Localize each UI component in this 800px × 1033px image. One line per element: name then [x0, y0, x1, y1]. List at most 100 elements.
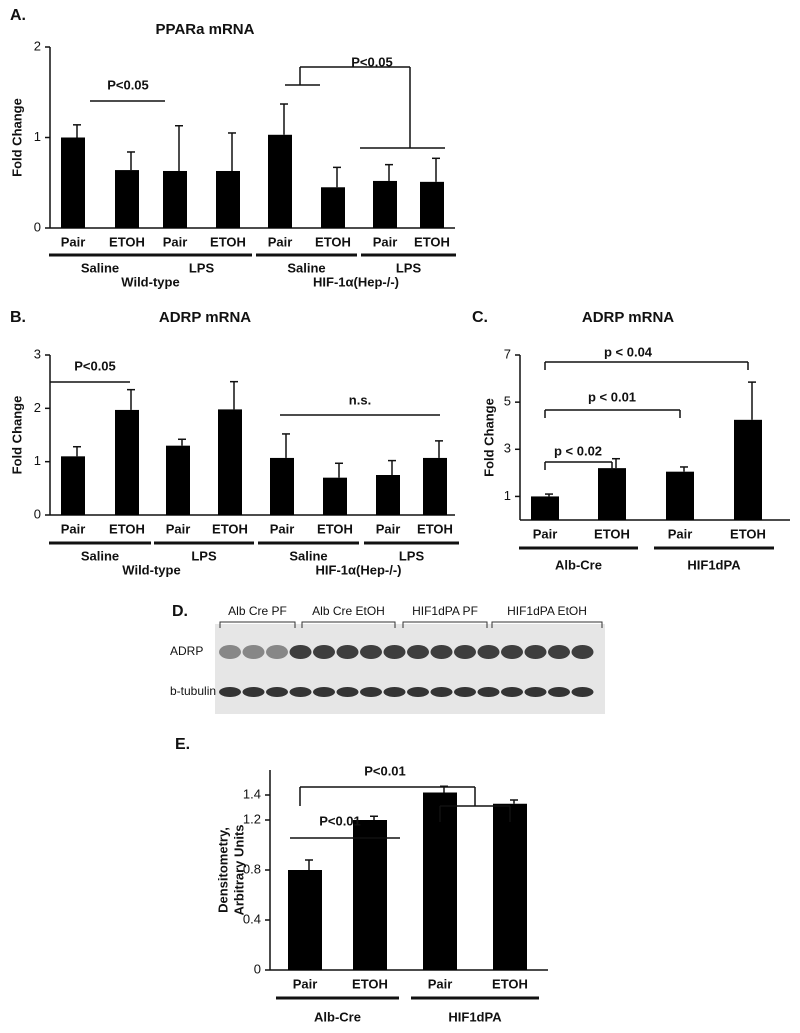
x-tick-label: Pair — [163, 234, 188, 249]
group-label: LPS — [396, 260, 422, 275]
blot-band — [477, 687, 500, 697]
blot-band — [313, 645, 335, 659]
blot-band — [501, 645, 523, 659]
x-tick-label: Pair — [668, 526, 693, 541]
chart-title: PPARa mRNA — [156, 21, 255, 38]
y-tick-label: 7 — [504, 346, 511, 361]
annotation: n.s. — [349, 392, 371, 407]
bar — [423, 792, 457, 970]
bar — [115, 409, 139, 515]
blot-band — [430, 687, 453, 697]
blot-row-label: b-tubulin — [170, 684, 216, 698]
blot-band — [548, 687, 570, 697]
y-tick-label: 0 — [34, 219, 41, 234]
x-tick-label: Pair — [270, 521, 295, 536]
panel-label: A. — [10, 7, 26, 24]
x-tick-label: ETOH — [414, 234, 450, 249]
blot-band — [266, 687, 288, 697]
group-label: LPS — [191, 548, 217, 563]
blot-band — [336, 645, 359, 659]
y-tick-label: 2 — [34, 400, 41, 415]
blot-band — [219, 645, 241, 659]
bar — [353, 820, 387, 970]
annotation: P<0.05 — [74, 358, 116, 373]
x-tick-label: ETOH — [109, 234, 145, 249]
bar — [323, 477, 347, 515]
x-tick-label: Pair — [533, 526, 558, 541]
bar — [115, 170, 139, 228]
y-axis-label: Arbitrary Units — [231, 824, 246, 915]
blot-band — [454, 645, 476, 659]
y-tick-label: 2 — [34, 38, 41, 53]
y-tick-label: 1 — [34, 129, 41, 144]
y-tick-label: 1.2 — [243, 811, 261, 826]
x-tick-label: ETOH — [109, 521, 145, 536]
y-tick-label: 1.4 — [243, 786, 261, 801]
blot-band — [571, 645, 594, 659]
y-axis-label: Densitometry, — [215, 827, 230, 913]
x-tick-label: Pair — [166, 521, 191, 536]
x-tick-label: Pair — [376, 521, 401, 536]
x-tick-label: ETOH — [317, 521, 353, 536]
chart-title: ADRP mRNA — [582, 309, 674, 326]
bar — [373, 180, 397, 228]
blot-band — [383, 687, 406, 697]
annotation: p < 0.04 — [604, 344, 653, 359]
blot-band — [524, 645, 547, 659]
lane-bracket — [402, 621, 488, 628]
lane-bracket — [301, 621, 396, 628]
group-label: Saline — [287, 260, 325, 275]
panel-label: C. — [472, 309, 488, 326]
supergroup-label: Wild-type — [122, 562, 180, 577]
x-tick-label: ETOH — [315, 234, 351, 249]
x-tick-label: Pair — [61, 234, 86, 249]
group-label: Saline — [81, 548, 119, 563]
supergroup-label: HIF-1α(Hep-/-) — [316, 562, 402, 577]
blot-band — [430, 645, 453, 659]
blot-band — [360, 645, 382, 659]
bar — [218, 409, 242, 515]
group-label: LPS — [189, 260, 215, 275]
bar — [423, 457, 447, 515]
blot-band — [219, 687, 241, 697]
annotation: P<0.01 — [319, 813, 361, 828]
lane-group-label: Alb Cre EtOH — [312, 604, 385, 618]
bar — [321, 187, 345, 228]
y-tick-label: 5 — [504, 394, 511, 409]
panel-label: E. — [175, 736, 190, 753]
blot-band — [360, 687, 382, 697]
group-label: HIF1dPA — [687, 557, 741, 572]
group-label: Alb-Cre — [555, 557, 602, 572]
bar — [61, 137, 85, 228]
y-tick-label: 0.4 — [243, 911, 261, 926]
supergroup-label: HIF-1α(Hep-/-) — [313, 274, 399, 289]
annotation: p < 0.02 — [554, 443, 602, 458]
y-tick-label: 1 — [34, 453, 41, 468]
blot-band — [313, 687, 335, 697]
blot-band — [548, 645, 570, 659]
lane-bracket — [491, 621, 603, 628]
blot-band — [407, 645, 429, 659]
y-tick-label: 0 — [254, 961, 261, 976]
panel-label: D. — [172, 603, 188, 620]
chart-title: ADRP mRNA — [159, 309, 251, 326]
bar — [420, 181, 444, 228]
supergroup-label: Wild-type — [121, 274, 179, 289]
annotation: P<0.01 — [364, 763, 406, 778]
x-tick-label: Pair — [373, 234, 398, 249]
annotation: P<0.05 — [351, 54, 393, 69]
y-axis-label: Fold Change — [9, 98, 24, 177]
blot-row-label: ADRP — [170, 644, 203, 658]
y-axis-label: Fold Change — [9, 396, 24, 475]
blot-band — [336, 687, 359, 697]
blot-band — [477, 645, 500, 659]
group-label: Alb-Cre — [314, 1009, 361, 1024]
lane-group-label: Alb Cre PF — [228, 604, 287, 618]
x-tick-label: Pair — [293, 976, 318, 991]
annotation: p < 0.01 — [588, 389, 636, 404]
blot-band — [454, 687, 476, 697]
blot-band — [501, 687, 523, 697]
blot-background — [215, 624, 605, 714]
group-label: HIF1dPA — [448, 1009, 502, 1024]
bar — [493, 803, 527, 970]
